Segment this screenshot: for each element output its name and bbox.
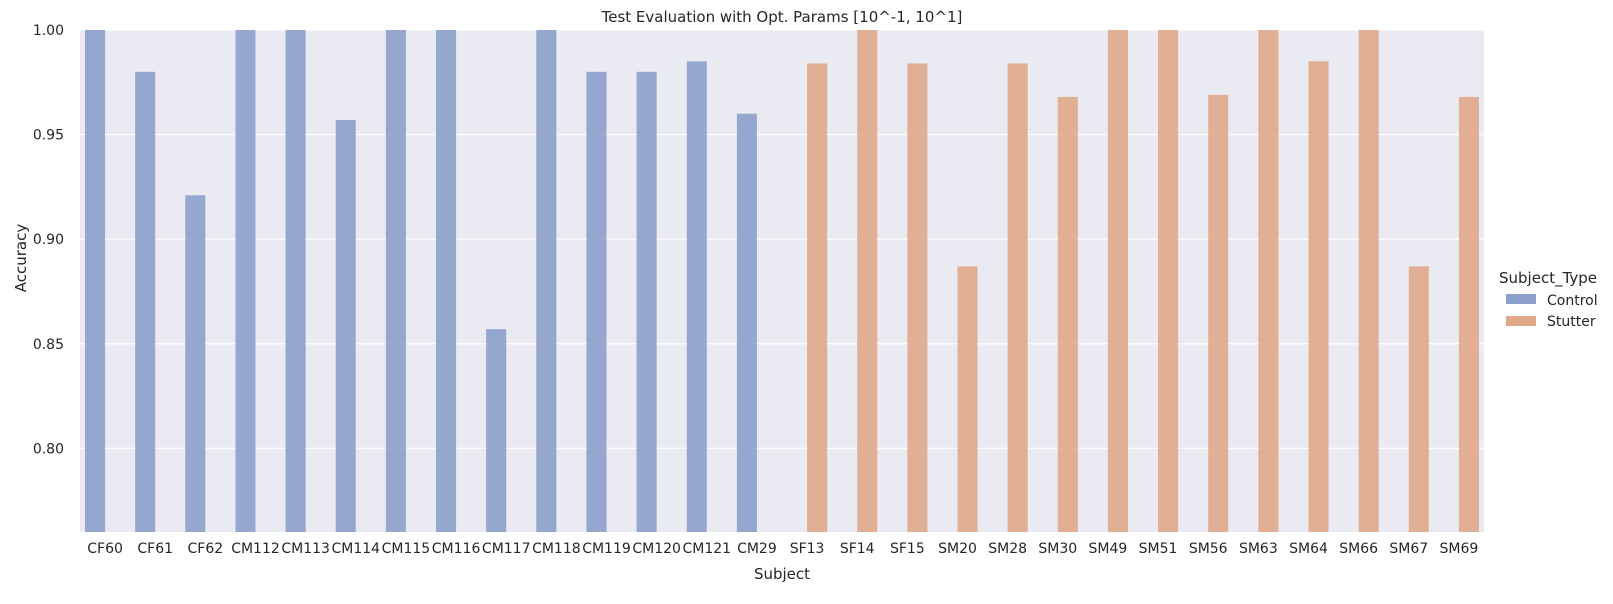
bar-control-cm114 <box>335 119 356 533</box>
x-tick-label: CF62 <box>188 541 224 557</box>
bar-stutter-sm51 <box>1158 30 1179 532</box>
x-tick-label: CM114 <box>331 541 380 557</box>
x-tick-label: CM112 <box>231 541 280 557</box>
bar-control-cm115 <box>385 30 406 532</box>
chart-title: Test Evaluation with Opt. Params [10^-1,… <box>601 8 963 26</box>
y-axis-label: Accuracy <box>12 224 30 293</box>
legend-label-stutter: Stutter <box>1547 314 1596 330</box>
x-axis-label: Subject <box>754 565 810 583</box>
y-tick-labels: 0.80 0.85 0.90 0.95 1.00 <box>33 23 64 457</box>
y-tick-label: 1.00 <box>33 23 64 39</box>
bar-control-cm117 <box>486 329 507 532</box>
legend-swatch-stutter <box>1506 316 1536 326</box>
x-tick-label: CM117 <box>482 541 531 557</box>
x-tick-label: CM121 <box>682 541 731 557</box>
bar-control-cm120 <box>636 71 657 532</box>
legend-swatch-control <box>1506 294 1536 304</box>
x-tick-label: SM20 <box>938 541 977 557</box>
bar-control-cm119 <box>586 71 607 532</box>
bar-stutter-sm20 <box>957 266 978 532</box>
bar-stutter-sm66 <box>1358 30 1379 532</box>
bar-control-cm29 <box>736 113 757 533</box>
bar-stutter-sf14 <box>857 30 878 532</box>
bar-stutter-sm56 <box>1208 94 1229 532</box>
bar-stutter-sm67 <box>1408 266 1429 532</box>
bar-control-cm118 <box>536 30 557 532</box>
legend-title: Subject_Type <box>1499 269 1597 288</box>
x-tick-label: CF60 <box>87 541 123 557</box>
grid-lines <box>80 29 1484 449</box>
x-tick-label: SF15 <box>890 541 925 557</box>
y-tick-label: 0.90 <box>33 232 64 248</box>
bars <box>85 30 1479 533</box>
bar-stutter-sm63 <box>1258 30 1279 532</box>
x-tick-label: CM119 <box>582 541 631 557</box>
x-tick-label: SM66 <box>1339 541 1378 557</box>
bar-control-cm116 <box>436 30 457 532</box>
bar-stutter-sf13 <box>807 63 828 532</box>
bar-control-cf61 <box>135 71 156 532</box>
x-tick-label: CM113 <box>281 541 330 557</box>
bar-stutter-sm64 <box>1308 61 1329 532</box>
x-tick-label: SM30 <box>1038 541 1077 557</box>
x-tick-label: CM120 <box>632 541 681 557</box>
bar-stutter-sm69 <box>1458 96 1479 532</box>
x-tick-label: SM67 <box>1389 541 1428 557</box>
bar-stutter-sf15 <box>907 63 928 532</box>
y-tick-label: 0.80 <box>33 441 64 457</box>
x-tick-labels: CF60 CF61 CF62 CM112 CM113 CM114 CM115 CM116 CM1… <box>87 541 1478 557</box>
bar-control-cm112 <box>235 30 256 532</box>
x-tick-label: CM115 <box>382 541 431 557</box>
x-tick-label: CF61 <box>137 541 173 557</box>
x-tick-label: SM63 <box>1239 541 1278 557</box>
bar-stutter-sm28 <box>1007 63 1028 532</box>
x-tick-label: SM64 <box>1289 541 1328 557</box>
bar-stutter-sm30 <box>1057 96 1078 532</box>
x-tick-label: CM29 <box>737 541 777 557</box>
bar-control-cf60 <box>85 30 106 532</box>
y-tick-label: 0.85 <box>33 337 64 353</box>
x-tick-label: SM69 <box>1440 541 1479 557</box>
x-tick-label: SM28 <box>988 541 1027 557</box>
x-tick-label: CM118 <box>532 541 581 557</box>
legend-label-control: Control <box>1547 293 1598 309</box>
bar-control-cf62 <box>185 195 206 532</box>
bar-control-cm121 <box>686 61 707 532</box>
x-tick-label: CM116 <box>432 541 481 557</box>
x-tick-label: SM56 <box>1189 541 1228 557</box>
bar-stutter-sm49 <box>1107 30 1128 532</box>
x-tick-label: SM49 <box>1089 541 1128 557</box>
legend: Subject_Type Control Stutter <box>1499 269 1598 330</box>
bar-control-cm113 <box>285 30 306 532</box>
x-tick-label: SF14 <box>840 541 875 557</box>
x-tick-label: SM51 <box>1139 541 1178 557</box>
y-tick-label: 0.95 <box>33 128 64 144</box>
x-tick-label: SF13 <box>790 541 825 557</box>
